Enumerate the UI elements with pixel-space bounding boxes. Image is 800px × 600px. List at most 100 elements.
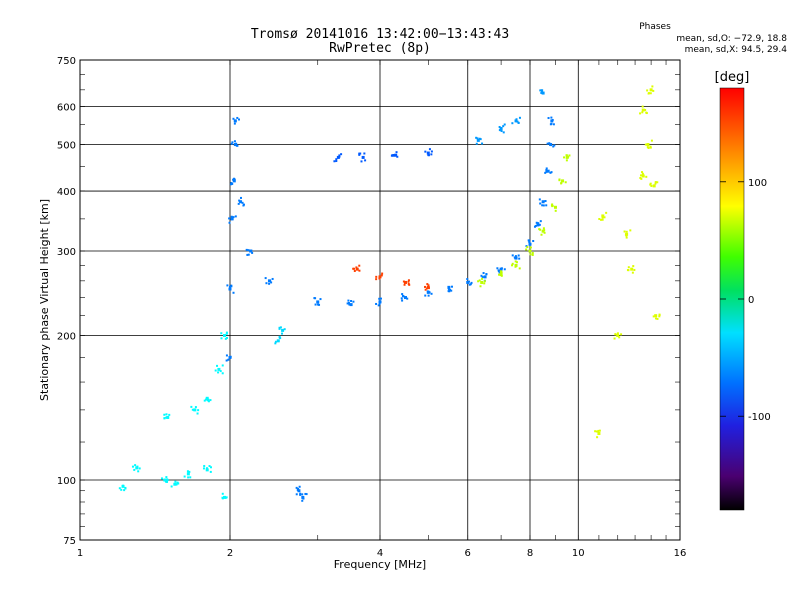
data-point — [221, 364, 224, 367]
data-point — [168, 413, 171, 416]
colorbar-tick-label: -100 — [748, 412, 771, 423]
data-point — [233, 140, 236, 143]
y-axis-label: Stationary phase Virtual Height [km] — [38, 199, 51, 401]
data-point — [269, 279, 272, 282]
data-point — [228, 217, 231, 220]
data-point — [534, 224, 537, 227]
data-point — [447, 287, 450, 290]
data-point — [654, 314, 658, 318]
data-point — [649, 145, 652, 148]
data-point — [649, 92, 652, 95]
data-point — [480, 274, 483, 277]
data-point — [358, 153, 361, 156]
data-point — [313, 297, 316, 300]
data-point — [375, 278, 378, 281]
data-point — [205, 468, 209, 472]
y-tick-label: 100 — [57, 476, 76, 487]
data-point — [173, 482, 177, 486]
data-point — [536, 223, 540, 227]
data-point — [426, 283, 429, 286]
data-point — [652, 89, 655, 92]
data-point — [187, 472, 190, 475]
data-point — [202, 467, 205, 470]
data-point — [550, 171, 553, 174]
data-point — [299, 493, 302, 496]
data-point — [656, 181, 659, 184]
data-point — [174, 480, 177, 483]
data-point — [394, 153, 398, 157]
data-point — [196, 412, 199, 415]
data-point — [283, 328, 286, 331]
data-point — [205, 467, 208, 470]
data-point — [514, 263, 518, 267]
data-point — [225, 336, 228, 339]
data-point — [511, 254, 514, 257]
data-point — [539, 220, 542, 223]
data-point — [541, 229, 545, 233]
data-point — [209, 466, 212, 469]
data-point — [274, 342, 277, 345]
data-point — [528, 243, 531, 246]
data-point — [518, 267, 521, 270]
data-point — [641, 111, 644, 114]
y-tick-label: 200 — [57, 332, 76, 343]
data-point — [163, 413, 166, 416]
data-point — [545, 167, 548, 170]
data-point — [647, 92, 650, 95]
data-point — [481, 277, 484, 280]
data-point — [245, 248, 248, 251]
data-point — [137, 470, 140, 473]
data-point — [600, 218, 603, 221]
data-point — [538, 198, 541, 201]
data-point — [544, 171, 547, 174]
data-point — [560, 181, 563, 184]
data-point — [223, 496, 226, 499]
x-tick-label: 8 — [527, 548, 533, 559]
data-point — [380, 274, 383, 277]
data-point — [563, 156, 566, 159]
data-point — [224, 337, 227, 340]
data-point — [539, 202, 542, 205]
data-point — [498, 271, 501, 274]
data-point — [316, 300, 320, 304]
data-point — [237, 202, 240, 205]
data-point — [282, 329, 285, 332]
data-point — [649, 88, 653, 92]
data-point — [503, 268, 506, 271]
data-point — [515, 118, 518, 121]
data-point — [402, 280, 405, 283]
data-point — [381, 272, 384, 275]
data-point — [649, 183, 652, 186]
data-point — [514, 265, 517, 268]
data-point — [134, 464, 137, 467]
data-point — [475, 142, 478, 145]
data-point — [403, 280, 407, 284]
data-point — [485, 273, 488, 276]
data-point — [164, 480, 167, 483]
data-point — [498, 273, 501, 276]
data-point — [477, 280, 480, 283]
data-point — [532, 240, 535, 243]
data-point — [595, 430, 598, 433]
data-point — [535, 221, 538, 224]
data-point — [338, 155, 341, 158]
data-point — [124, 486, 127, 489]
data-point — [424, 150, 427, 153]
data-point — [136, 465, 139, 468]
data-point — [271, 277, 274, 280]
data-point — [525, 248, 528, 251]
data-point — [186, 470, 189, 473]
data-point — [500, 270, 503, 273]
data-point — [467, 280, 470, 283]
data-point — [166, 480, 169, 483]
data-point — [396, 155, 399, 158]
data-point — [189, 476, 192, 479]
data-point — [207, 400, 210, 403]
data-point — [426, 151, 430, 155]
data-point — [265, 282, 268, 285]
data-point — [230, 218, 233, 221]
data-point — [133, 468, 136, 471]
data-point — [219, 370, 222, 373]
data-point — [301, 495, 305, 499]
data-point — [225, 332, 228, 335]
